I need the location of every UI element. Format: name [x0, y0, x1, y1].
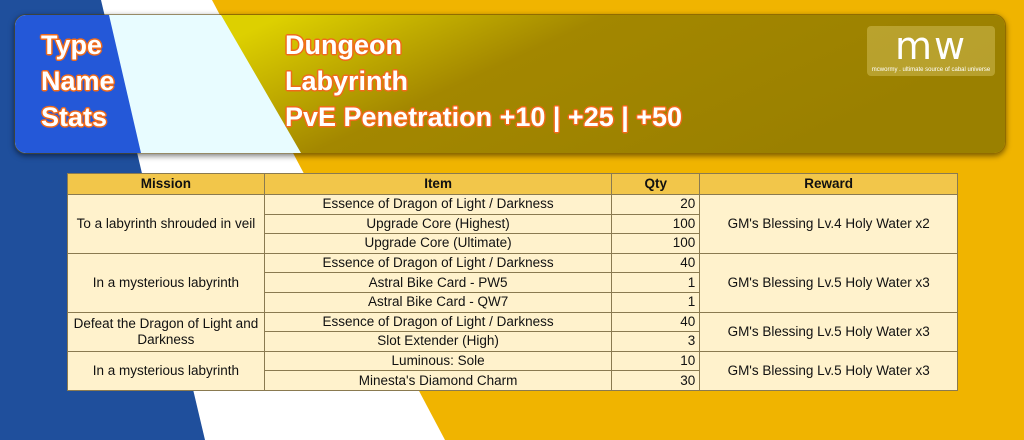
mission-cell: Defeat the Dragon of Light and Darkness — [67, 311, 265, 352]
type-label: Type — [41, 30, 103, 60]
item-cell: Essence of Dragon of Light / Darkness — [263, 194, 613, 215]
logo-tagline: mcwormy . ultimate source of cabal unive… — [871, 67, 991, 73]
type-value: Dungeon — [285, 30, 402, 60]
mw-logo: mw mcwormy . ultimate source of cabal un… — [867, 26, 995, 76]
qty-cell: 1 — [611, 272, 701, 293]
table-row: Minesta's Diamond Charm 30 — [68, 370, 958, 391]
reward-cell: GM's Blessing Lv.5 Holy Water x3 — [699, 311, 958, 352]
item-cell: Astral Bike Card - PW5 — [263, 272, 613, 293]
table-row: Astral Bike Card - PW5 1 — [68, 272, 958, 293]
qty-cell: 10 — [611, 350, 701, 372]
qty-cell: 20 — [611, 194, 701, 215]
item-cell: Luminous: Sole — [263, 350, 613, 372]
stats-label: Stats — [41, 102, 108, 132]
item-cell: Astral Bike Card - QW7 — [263, 291, 613, 313]
item-cell: Upgrade Core (Ultimate) — [263, 233, 613, 254]
header-qty: Qty — [611, 173, 701, 195]
logo-mark: mw — [894, 26, 968, 68]
item-cell: Essence of Dragon of Light / Darkness — [263, 311, 613, 333]
mission-cell: In a mysterious labyrinth — [67, 252, 265, 313]
qty-cell: 30 — [611, 370, 701, 391]
table-row: Astral Bike Card - QW7 1 — [68, 291, 958, 313]
mission-rewards-table: Mission Item Qty Reward To a labyrinth s… — [67, 173, 958, 391]
item-cell: Minesta's Diamond Charm — [263, 370, 613, 391]
mission-cell: To a labyrinth shrouded in veil — [67, 194, 265, 254]
qty-cell: 1 — [611, 291, 701, 313]
qty-cell: 40 — [611, 311, 701, 333]
name-value: Labyrinth — [285, 66, 409, 96]
qty-cell: 100 — [611, 233, 701, 254]
table-row: To a labyrinth shrouded in veil Essence o… — [67, 194, 958, 254]
item-cell: Upgrade Core (Highest) — [263, 213, 613, 235]
header-mission: Mission — [67, 173, 265, 195]
reward-cell: GM's Blessing Lv.5 Holy Water x3 — [699, 252, 958, 313]
table-row: Upgrade Core (Ultimate) 100 — [68, 233, 958, 254]
info-banner: Type Name Stats Dungeon Labyrinth PvE Pe… — [14, 14, 1006, 154]
header-reward: Reward — [699, 173, 958, 195]
table-row: In a mysterious labyrinth Luminous: Sole 1… — [67, 350, 958, 391]
stats-value: PvE Penetration +10 | +25 | +50 — [285, 102, 683, 132]
qty-cell: 100 — [611, 213, 701, 235]
table-row: Defeat the Dragon of Light and Darkness E… — [67, 311, 958, 352]
item-cell: Essence of Dragon of Light / Darkness — [263, 252, 613, 274]
table-row: Upgrade Core (Highest) 100 — [68, 213, 958, 235]
table-row: In a mysterious labyrinth Essence of Drag… — [67, 252, 958, 313]
table-header-row: Mission Item Qty Reward — [67, 173, 958, 195]
name-label: Name — [41, 66, 115, 96]
reward-cell: GM's Blessing Lv.4 Holy Water x2 — [699, 194, 958, 254]
reward-cell: GM's Blessing Lv.5 Holy Water x3 — [699, 350, 958, 391]
qty-cell: 40 — [611, 252, 701, 274]
item-cell: Slot Extender (High) — [263, 331, 613, 352]
header-item: Item — [263, 173, 613, 195]
table-row: Slot Extender (High) 3 — [68, 331, 958, 352]
mission-cell: In a mysterious labyrinth — [67, 350, 265, 391]
qty-cell: 3 — [611, 331, 701, 352]
